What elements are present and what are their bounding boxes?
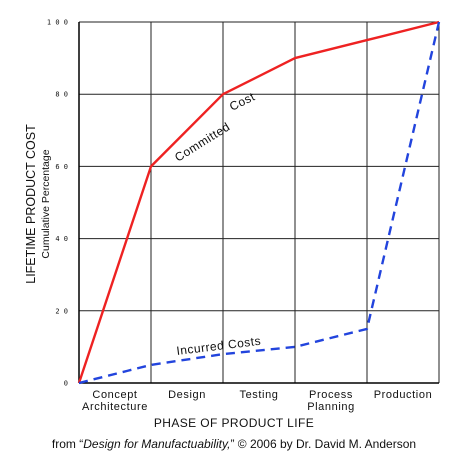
- x-category-label-4-0: Production: [374, 389, 433, 401]
- y-tick-label-2: 4 0: [55, 235, 68, 243]
- committed-label-part1: Committed: [172, 120, 232, 165]
- x-category-label-1-0: Design: [168, 389, 206, 401]
- y-tick-labels: 0 2 0 4 0 6 0 8 0 1 0 0: [47, 19, 68, 388]
- source-credit: from “Design for Manufactuability,” © 20…: [0, 437, 468, 451]
- credit-book-title: Design for Manufactuability,: [83, 437, 231, 451]
- x-category-label-0-0: Concept: [92, 389, 137, 401]
- y-axis-title: LIFETIME PRODUCT COST Cumulative Percent…: [24, 124, 52, 284]
- committed-label-part2: Cost: [227, 89, 257, 113]
- series-line-0: [77, 20, 440, 384]
- y-tick-label-1: 2 0: [55, 307, 68, 315]
- y-axis-label: LIFETIME PRODUCT COST: [24, 124, 38, 284]
- x-category-label-2-0: Testing: [239, 389, 278, 401]
- y-axis-sublabel: Cumulative Percentage: [40, 149, 52, 258]
- y-tick-label-0: 0: [64, 380, 68, 388]
- y-tick-label-5: 1 0 0: [47, 19, 68, 27]
- series-line-1: [78, 21, 441, 385]
- y-tick-label-3: 6 0: [55, 163, 68, 171]
- axes: [78, 22, 439, 384]
- x-category-label-3-1: Planning: [307, 401, 355, 413]
- series-layer: [77, 20, 441, 385]
- x-category-label-3-0: Process: [309, 389, 353, 401]
- series-annotations: Committed Cost Incurred Costs: [172, 89, 262, 358]
- credit-prefix: from “: [51, 437, 84, 451]
- grid: [78, 21, 440, 384]
- credit-suffix: ” © 2006 by Dr. David M. Anderson: [230, 437, 417, 451]
- x-axis-label: PHASE OF PRODUCT LIFE: [153, 416, 315, 430]
- x-category-label-0-1: Architecture: [82, 401, 148, 413]
- y-tick-label-4: 8 0: [55, 91, 68, 99]
